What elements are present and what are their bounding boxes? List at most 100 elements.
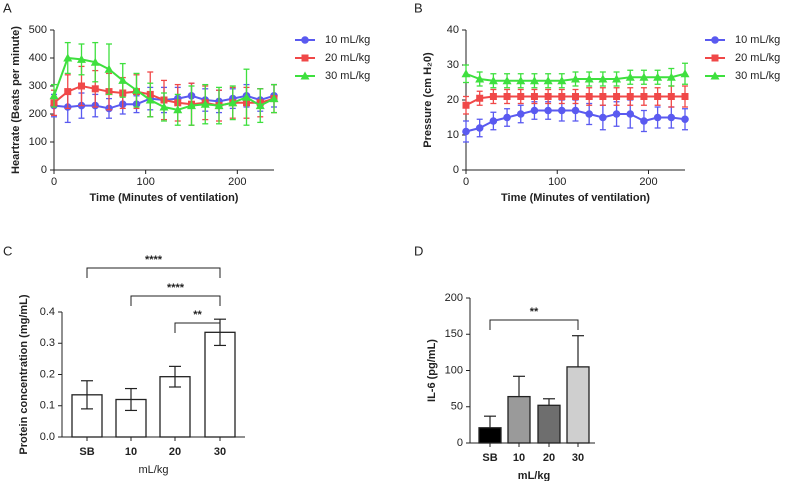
marker	[625, 72, 635, 81]
marker	[503, 93, 511, 100]
x-axis-label: Time (Minutes of ventilation)	[501, 192, 650, 204]
marker	[300, 71, 310, 80]
marker	[475, 74, 485, 83]
x-tick-label: 20	[169, 446, 181, 458]
y-tick-label: 0.0	[40, 431, 55, 443]
y-tick-label: 300	[29, 80, 47, 92]
marker	[680, 69, 690, 78]
marker	[104, 64, 114, 73]
significance-label: ****	[167, 282, 185, 294]
bar	[566, 366, 590, 444]
significance-bracket	[130, 295, 221, 306]
marker	[681, 93, 689, 100]
marker	[78, 82, 85, 90]
marker	[502, 76, 512, 85]
x-tick-label: 10	[125, 446, 137, 458]
legend-label: 20 mL/kg	[325, 52, 370, 64]
marker	[572, 93, 579, 100]
marker	[530, 93, 538, 100]
marker	[64, 88, 72, 96]
y-tick-label: 30	[447, 59, 459, 71]
x-tick-label: SB	[79, 446, 94, 458]
significance-bracket	[174, 322, 221, 333]
marker	[653, 113, 662, 122]
marker	[63, 53, 73, 62]
marker	[585, 110, 593, 118]
x-axis-label: mL/kg	[139, 464, 169, 476]
marker	[118, 75, 128, 84]
marker	[584, 74, 594, 83]
marker	[132, 85, 141, 94]
y-tick-label: 50	[451, 401, 463, 413]
marker	[681, 115, 689, 124]
marker	[49, 91, 59, 100]
y-tick-label: 400	[29, 52, 47, 64]
marker	[571, 74, 580, 83]
y-tick-label: 0.4	[40, 306, 55, 318]
marker	[667, 113, 676, 122]
marker	[517, 93, 525, 100]
marker	[91, 85, 99, 93]
legend-label: 10 mL/kg	[735, 34, 780, 46]
y-tick-label: 500	[29, 24, 47, 36]
marker	[476, 94, 484, 102]
legend-label: 10 mL/kg	[325, 34, 370, 46]
x-tick-label: 0	[51, 176, 57, 188]
y-tick-label: 0.2	[40, 368, 55, 380]
marker	[516, 76, 526, 85]
marker	[475, 124, 484, 132]
x-tick-label: 100	[136, 176, 154, 188]
panel-letter: C	[3, 243, 12, 258]
marker	[612, 74, 622, 83]
marker	[77, 54, 86, 63]
marker	[667, 93, 675, 100]
x-tick-label: 100	[548, 176, 566, 188]
bar	[204, 331, 236, 438]
marker	[301, 54, 309, 62]
marker	[585, 93, 593, 100]
marker	[666, 72, 676, 81]
marker	[626, 110, 635, 118]
marker	[461, 69, 471, 78]
panel-letter: B	[414, 0, 423, 15]
y-tick-label: 150	[445, 328, 463, 340]
significance-bracket	[489, 319, 579, 330]
x-tick-label: 30	[572, 452, 584, 464]
y-tick-label: 100	[29, 136, 47, 148]
marker	[489, 93, 497, 100]
x-tick-label: 30	[214, 446, 226, 458]
marker	[558, 93, 566, 100]
marker	[599, 113, 607, 122]
significance-label: ****	[145, 254, 163, 266]
y-axis-label: Pressure (cm H₂0)	[422, 52, 434, 148]
marker	[489, 117, 498, 125]
marker	[613, 93, 621, 100]
marker	[488, 76, 498, 85]
marker	[90, 57, 100, 66]
marker	[640, 93, 648, 100]
significance-label: **	[530, 306, 539, 318]
marker	[710, 71, 720, 80]
marker	[557, 76, 567, 85]
significance-bracket	[86, 267, 221, 278]
marker	[640, 117, 648, 125]
y-axis-label: Heartrate (Beats per minute)	[10, 26, 22, 174]
x-tick-label: 0	[463, 176, 469, 188]
marker	[159, 102, 169, 111]
marker	[711, 54, 719, 62]
marker	[544, 93, 552, 100]
y-tick-label: 0.1	[40, 400, 55, 412]
y-tick-label: 10	[447, 129, 459, 141]
marker	[639, 72, 649, 81]
panel-letter: D	[414, 243, 423, 258]
y-tick-label: 0	[453, 164, 459, 176]
x-tick-label: 10	[513, 452, 525, 464]
marker	[543, 76, 553, 85]
y-tick-label: 100	[445, 364, 463, 376]
marker	[544, 106, 552, 115]
x-tick-label: 200	[639, 176, 657, 188]
marker	[301, 36, 309, 44]
marker	[503, 113, 511, 122]
marker	[242, 92, 251, 101]
